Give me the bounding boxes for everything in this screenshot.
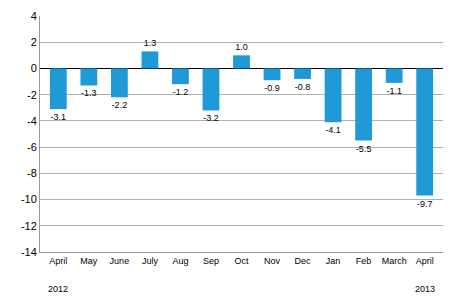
svg-text:-1.1: -1.1 [386, 86, 402, 96]
svg-text:-9.7: -9.7 [417, 199, 433, 209]
svg-text:2012: 2012 [48, 284, 68, 294]
svg-text:May: May [80, 256, 98, 266]
svg-text:-10: -10 [21, 193, 37, 205]
svg-text:-4: -4 [27, 115, 37, 127]
svg-text:Oct: Oct [234, 256, 249, 266]
svg-text:-3.2: -3.2 [203, 113, 219, 123]
svg-text:-2.2: -2.2 [112, 100, 128, 110]
svg-text:Jan: Jan [326, 256, 341, 266]
svg-text:-5.5: -5.5 [356, 144, 372, 154]
svg-text:-6: -6 [27, 141, 37, 153]
svg-text:-4.1: -4.1 [325, 125, 341, 135]
svg-text:-2: -2 [27, 89, 37, 101]
svg-text:4: 4 [31, 10, 37, 22]
svg-text:-3.1: -3.1 [51, 112, 67, 122]
svg-text:1.3: 1.3 [144, 38, 157, 48]
svg-text:-14: -14 [21, 246, 37, 258]
svg-text:-1.2: -1.2 [173, 87, 189, 97]
svg-text:2013: 2013 [415, 284, 435, 294]
svg-text:-12: -12 [21, 220, 37, 232]
svg-text:-1.3: -1.3 [81, 88, 97, 98]
svg-text:April: April [416, 256, 434, 266]
svg-text:1.0: 1.0 [235, 42, 248, 52]
svg-text:July: July [142, 256, 159, 266]
svg-text:2: 2 [31, 36, 37, 48]
svg-text:Sep: Sep [203, 256, 219, 266]
svg-text:Dec: Dec [295, 256, 312, 266]
svg-text:Nov: Nov [264, 256, 281, 266]
svg-text:June: June [110, 256, 130, 266]
svg-text:Aug: Aug [172, 256, 188, 266]
svg-text:-0.9: -0.9 [264, 83, 280, 93]
svg-text:-8: -8 [27, 167, 37, 179]
svg-text:Feb: Feb [356, 256, 372, 266]
svg-text:-0.8: -0.8 [295, 82, 311, 92]
svg-text:March: March [382, 256, 407, 266]
svg-text:0: 0 [31, 62, 37, 74]
svg-text:April: April [49, 256, 67, 266]
